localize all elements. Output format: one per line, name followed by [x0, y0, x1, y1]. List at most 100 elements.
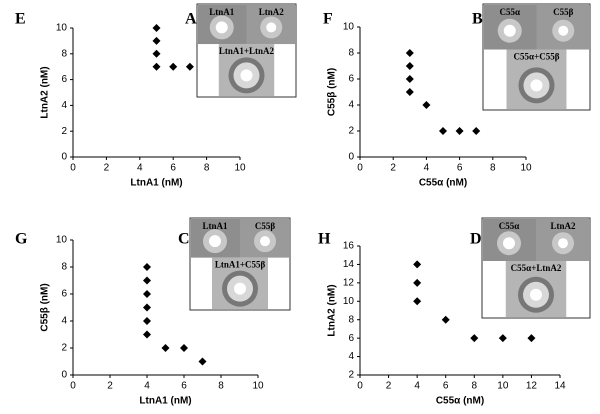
- data-point: [439, 127, 447, 135]
- y-tick-label: 6: [61, 289, 67, 300]
- data-point: [169, 62, 178, 71]
- inset-label: LtnA1+C55β: [215, 260, 266, 270]
- y-tick-label: 2: [348, 126, 354, 137]
- x-tick-label: 2: [386, 381, 392, 392]
- inset-letter: B: [472, 11, 483, 28]
- y-tick-label: 2: [61, 343, 67, 354]
- y-tick-label: 0: [348, 152, 354, 163]
- data-point: [472, 127, 481, 135]
- well-hole: [234, 282, 246, 295]
- inset-label: LtnA1+LtnA2: [219, 46, 275, 56]
- panel-letter: F: [323, 11, 333, 28]
- x-axis-label: LtnA1 (nM): [130, 178, 182, 189]
- data-point: [161, 344, 170, 352]
- x-tick-label: 12: [526, 381, 538, 392]
- x-tick-label: 2: [107, 381, 113, 392]
- x-tick-label: 14: [554, 381, 566, 392]
- y-tick-label: 2: [348, 370, 354, 381]
- well-hole: [503, 237, 515, 250]
- x-axis-label: C55α (nM): [436, 396, 484, 407]
- y-tick-label: 4: [348, 100, 354, 111]
- data-point: [422, 101, 431, 109]
- y-tick-label: 8: [348, 314, 354, 325]
- x-tick-label: 0: [357, 381, 363, 392]
- data-point: [143, 317, 151, 325]
- inset-label: LtnA2: [550, 221, 576, 231]
- data-point: [185, 62, 194, 71]
- data-point: [413, 278, 422, 287]
- inset-label: C55β: [553, 7, 573, 17]
- data-point: [441, 315, 450, 324]
- data-point: [198, 357, 207, 366]
- x-tick-label: 4: [144, 381, 150, 392]
- y-tick-label: 6: [348, 74, 354, 85]
- data-point: [405, 49, 414, 57]
- well-hole: [260, 236, 270, 247]
- x-tick-label: 0: [357, 163, 363, 174]
- panel-letter: H: [318, 231, 331, 248]
- inset-label: C55α: [499, 221, 520, 231]
- data-point: [143, 290, 151, 298]
- data-point: [152, 36, 161, 45]
- data-point: [470, 334, 479, 343]
- x-tick-label: 10: [234, 163, 246, 174]
- data-point: [152, 62, 161, 71]
- y-tick-label: 4: [61, 100, 67, 111]
- data-point: [413, 260, 422, 269]
- x-tick-label: 8: [204, 163, 210, 174]
- inset-letter: C: [178, 231, 190, 248]
- y-axis-label: LtnA2 (nM): [40, 66, 51, 118]
- data-point: [405, 75, 414, 83]
- well-hole: [240, 69, 253, 82]
- y-axis-label: LtnA2 (nM): [327, 284, 338, 336]
- data-point: [143, 263, 151, 271]
- data-point: [527, 334, 536, 343]
- y-tick-label: 16: [343, 241, 355, 252]
- well-hole: [530, 288, 542, 301]
- x-tick-label: 10: [252, 381, 264, 392]
- x-tick-label: 4: [137, 163, 143, 174]
- y-tick-label: 0: [61, 370, 67, 381]
- data-point: [180, 344, 188, 352]
- data-point: [405, 88, 414, 96]
- x-axis-label: C55α (nM): [419, 178, 467, 189]
- y-tick-label: 10: [56, 235, 68, 246]
- data-point: [413, 297, 422, 306]
- x-tick-label: 4: [414, 381, 420, 392]
- inset-label: C55β: [255, 221, 275, 231]
- x-tick-label: 2: [104, 163, 110, 174]
- data-point: [152, 24, 161, 32]
- y-tick-label: 8: [61, 262, 67, 273]
- inset-label: LtnA1: [209, 7, 235, 17]
- y-axis-label: C55β (nM): [327, 68, 338, 116]
- x-tick-label: 0: [70, 381, 76, 392]
- y-tick-label: 2: [61, 126, 67, 137]
- data-point: [152, 49, 161, 58]
- x-tick-label: 2: [390, 163, 396, 174]
- y-tick-label: 8: [61, 48, 67, 59]
- well-hole: [266, 22, 277, 33]
- data-point: [143, 330, 151, 339]
- y-tick-label: 4: [348, 351, 354, 362]
- well-hole: [503, 24, 516, 37]
- well-hole: [530, 79, 543, 92]
- well-hole: [209, 235, 221, 248]
- well-hole: [215, 21, 228, 34]
- inset-label: C55α+LtnA2: [511, 263, 562, 273]
- y-tick-label: 12: [343, 277, 355, 288]
- x-tick-label: 8: [218, 381, 224, 392]
- inset-label: C55α+C55β: [514, 52, 560, 62]
- data-point: [455, 127, 464, 135]
- x-tick-label: 8: [490, 163, 496, 174]
- x-tick-label: 10: [520, 163, 532, 174]
- y-axis-label: C55β (nM): [40, 283, 51, 331]
- x-tick-label: 6: [443, 381, 449, 392]
- x-tick-label: 8: [472, 381, 478, 392]
- data-point: [143, 303, 151, 312]
- y-tick-label: 8: [348, 48, 354, 59]
- inset-label: LtnA2: [259, 7, 285, 17]
- data-point: [498, 334, 507, 343]
- y-tick-label: 6: [61, 74, 67, 85]
- y-tick-label: 10: [343, 22, 355, 33]
